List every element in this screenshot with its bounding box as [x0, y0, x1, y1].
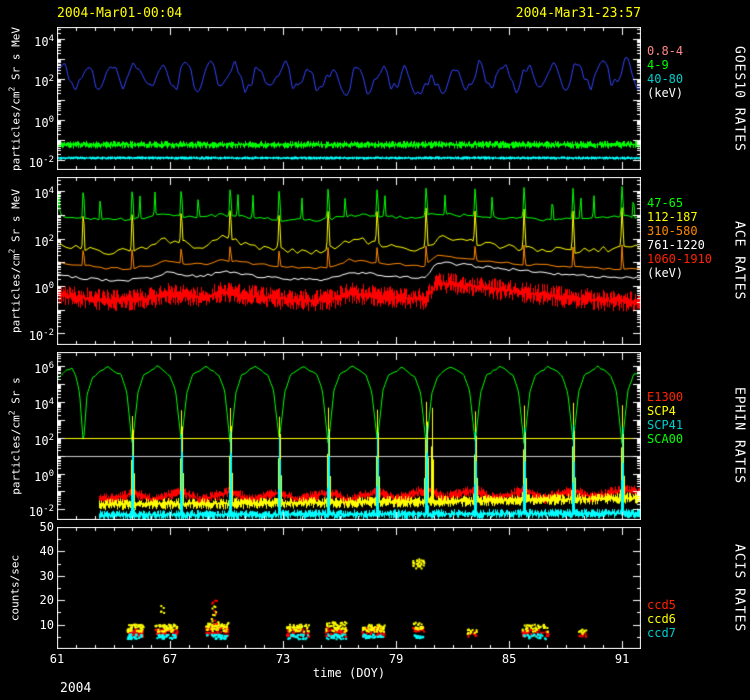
y-tick-label: 30: [0, 568, 54, 584]
x-tick-label: 85: [502, 652, 516, 666]
x-tick-label: 91: [615, 652, 629, 666]
ace-rates-chart: [57, 177, 641, 345]
y-tick-label: 10-2: [0, 501, 54, 520]
y-tick-label: 102: [0, 430, 54, 449]
legend-label-SCP4: SCP4: [647, 404, 676, 418]
y-tick-label: 104: [0, 31, 54, 50]
legend-label-ccd6: ccd6: [647, 612, 676, 626]
legend-label-E1300: E1300: [647, 390, 683, 404]
legend-label-ccd7: ccd7: [647, 626, 676, 640]
legend-label-(keV): (keV): [647, 266, 683, 280]
y-tick-label: 104: [0, 394, 54, 413]
y-tick-label: 106: [0, 358, 54, 377]
y-tick-label: 20: [0, 592, 54, 608]
legend-label-310-580: 310-580: [647, 224, 698, 238]
goes10-panel-title: GOES10 RATES: [729, 27, 749, 170]
legend-label-4-9: 4-9: [647, 58, 669, 72]
legend-label-ccd5: ccd5: [647, 598, 676, 612]
end-datetime-label: 2004-Mar31-23:57: [516, 6, 641, 21]
y-tick-label: 102: [0, 231, 54, 250]
x-tick-label: 79: [389, 652, 403, 666]
legend-label-112-187: 112-187: [647, 210, 698, 224]
x-axis-title: time (DOY): [313, 666, 385, 680]
legend-label-SCP41: SCP41: [647, 418, 683, 432]
legend-label-(keV): (keV): [647, 86, 683, 100]
y-tick-label: 50: [0, 519, 54, 535]
ephin-rates-chart: [57, 352, 641, 520]
acis-rates-chart: [57, 527, 641, 649]
legend-label-0.8-4: 0.8-4: [647, 44, 683, 58]
legend-label-SCA00: SCA00: [647, 432, 683, 446]
radiation-rates-figure: 2004-Mar01-00:04 2004-Mar31-23:57 partic…: [0, 0, 750, 700]
acis-y-axis-title: counts/sec: [9, 555, 22, 621]
y-tick-label: 10-2: [0, 325, 54, 344]
y-tick-label: 102: [0, 71, 54, 90]
legend-label-47-65: 47-65: [647, 196, 683, 210]
ace-panel-title: ACE RATES: [729, 177, 749, 345]
ephin-panel-title: EPHIN RATES: [729, 352, 749, 520]
y-tick-label: 100: [0, 466, 54, 485]
goes10-rates-chart: [57, 27, 641, 170]
x-tick-label: 67: [163, 652, 177, 666]
acis-panel-title: ACIS RATES: [729, 527, 749, 649]
x-tick-label: 61: [50, 652, 64, 666]
year-label: 2004: [60, 681, 91, 696]
y-tick-label: 104: [0, 183, 54, 202]
ace-y-axis-title: particles/cm2 Sr s MeV: [8, 189, 23, 333]
y-tick-label: 100: [0, 112, 54, 131]
y-tick-label: 40: [0, 543, 54, 559]
legend-label-761-1220: 761-1220: [647, 238, 705, 252]
x-tick-label: 73: [276, 652, 290, 666]
start-datetime-label: 2004-Mar01-00:04: [57, 6, 182, 21]
legend-label-1060-1910: 1060-1910: [647, 252, 712, 266]
y-tick-label: 10: [0, 617, 54, 633]
y-tick-label: 10-2: [0, 152, 54, 171]
legend-label-40-80: 40-80: [647, 72, 683, 86]
y-tick-label: 100: [0, 278, 54, 297]
